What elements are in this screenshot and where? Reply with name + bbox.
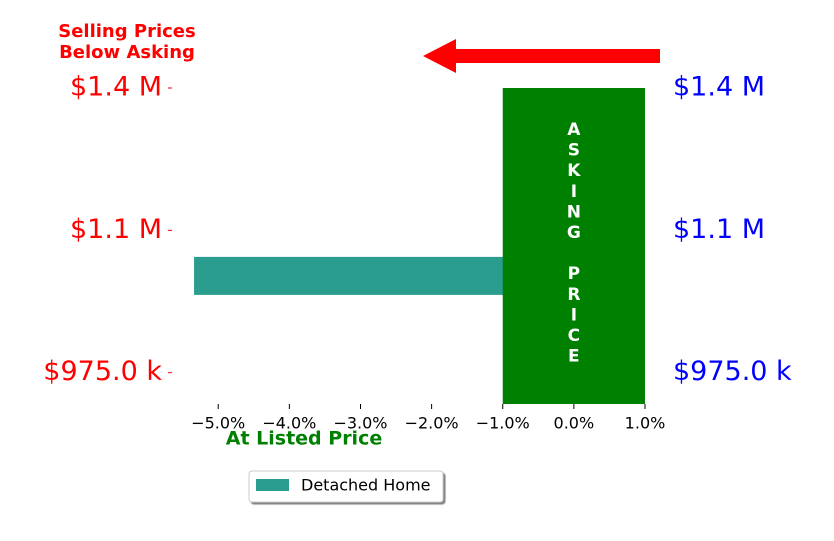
- x-annotation: At Listed Price: [226, 428, 382, 450]
- x-tick-label: −1.0%: [476, 414, 530, 433]
- x-tick-label: −3.0%: [333, 414, 387, 433]
- asking-zone: [502, 88, 645, 404]
- legend-swatch: [256, 479, 289, 491]
- y-tick-label: $1.1 M: [70, 214, 162, 245]
- x-tick-label: −4.0%: [262, 414, 316, 433]
- chart-title: Selling Prices Below Asking: [58, 21, 195, 63]
- y-tick-label: $1.4 M: [70, 72, 162, 103]
- y2-tick-label: $1.1 M: [673, 214, 765, 245]
- x-tick-label: 1.0%: [625, 414, 666, 433]
- y-tick-label: $975.0 k: [43, 356, 162, 387]
- direction-arrow: [423, 39, 660, 73]
- x-tick-label: −5.0%: [191, 414, 245, 433]
- y2-tick-label: $1.4 M: [673, 72, 765, 103]
- legend-label: Detached Home: [301, 476, 431, 495]
- x-tick-label: −2.0%: [405, 414, 459, 433]
- y2-tick-label: $975.0 k: [673, 356, 792, 387]
- legend-box: [248, 470, 444, 503]
- legend: Detached Home: [248, 470, 444, 503]
- x-tick-label: 0.0%: [554, 414, 595, 433]
